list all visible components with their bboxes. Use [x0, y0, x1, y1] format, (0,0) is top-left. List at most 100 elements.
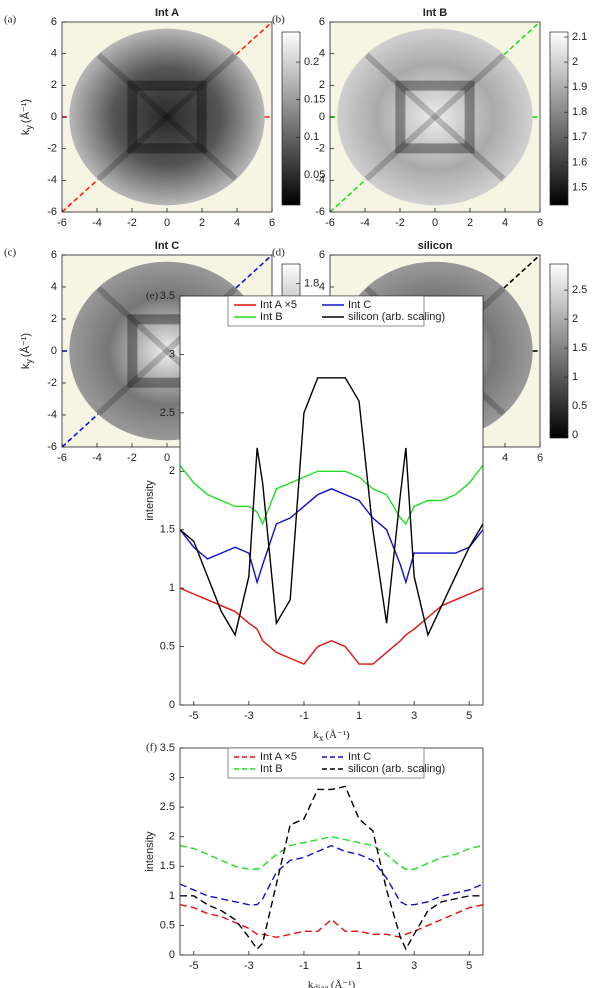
y-tick-label: 4: [319, 48, 325, 60]
cut-line: [503, 21, 541, 56]
y-tick-label: 2: [319, 79, 325, 91]
x-tick-label: -4: [360, 217, 370, 229]
x-axis-label-sub: diag: [313, 983, 329, 988]
y-tick-label: 0: [169, 949, 175, 961]
colorbar-tick-label: 0.05: [304, 169, 325, 181]
y-tick-label: 1.5: [160, 524, 175, 536]
colorbar-tick-label: 1.7: [572, 131, 587, 143]
y-axis-label: ky (Å⁻¹): [19, 333, 34, 369]
y-tick-label: -4: [47, 409, 57, 421]
y-tick-label: 1: [169, 890, 175, 902]
x-tick-label: 4: [234, 217, 240, 229]
colorbar-tick-label: 0.1: [304, 131, 319, 143]
y-tick-label: 6: [51, 249, 57, 261]
cut-line: [503, 254, 541, 289]
plot-area: [180, 748, 483, 955]
data-line: [179, 835, 484, 870]
y-tick-label: 2: [51, 313, 57, 325]
x-tick-label: 0: [164, 217, 170, 229]
colorbar-tick-label: 2: [572, 56, 578, 68]
cut-line: [235, 21, 273, 56]
y-tick-label: 2: [51, 79, 57, 91]
x-tick-label: 4: [502, 452, 508, 464]
colorbar-tick-label: 2.5: [572, 284, 587, 296]
x-tick-label: -6: [325, 217, 335, 229]
y-tick-label: 4: [51, 48, 57, 60]
x-tick-label: 0: [164, 452, 170, 464]
cut-line: [235, 254, 273, 289]
legend-box: [227, 295, 425, 327]
colorbar-tick-label: 2.1: [572, 31, 587, 43]
intensity-feature: [364, 52, 506, 182]
cut-line: [329, 178, 367, 213]
legend-label: Int B: [260, 763, 283, 775]
y-axis-label: ky (Å⁻¹): [19, 99, 34, 135]
chart-title: Int C: [155, 240, 179, 252]
legend-label: Int C: [348, 751, 371, 763]
y-axis-label-main: k: [20, 129, 32, 135]
intensity-map: [337, 28, 533, 206]
y-tick-label: 6: [51, 16, 57, 28]
x-tick-label: -3: [244, 710, 254, 722]
intensity-map: [69, 28, 265, 206]
y-axis-label-unit: (Å⁻¹): [19, 333, 32, 357]
y-tick-label: 1: [169, 582, 175, 594]
x-tick-label: -2: [127, 452, 137, 464]
data-line: [179, 844, 484, 906]
legend-box: [227, 747, 425, 779]
x-axis-label: kdiag(Å⁻¹): [308, 979, 356, 988]
intensity-feature: [364, 52, 506, 182]
legend-label: Int A ×5: [260, 299, 297, 311]
x-tick-label: 5: [466, 710, 472, 722]
data-line: [179, 904, 484, 938]
chart-title: Int A: [155, 7, 179, 19]
y-tick-label: 0.5: [160, 919, 175, 931]
x-tick-label: 3: [411, 710, 417, 722]
colorbar-tick-label: 1: [572, 371, 578, 383]
y-tick-label: 1.5: [160, 860, 175, 872]
colorbar-tick-label: 0.2: [304, 56, 319, 68]
cut-line: [61, 178, 99, 213]
y-axis-label: intensity: [144, 480, 156, 521]
y-tick-label: -6: [315, 206, 325, 218]
y-tick-label: 2: [169, 831, 175, 843]
legend-label: Int A ×5: [260, 751, 297, 763]
y-tick-label: 0: [169, 699, 175, 711]
y-tick-label: 2: [169, 465, 175, 477]
x-tick-label: 6: [537, 217, 543, 229]
data-line: [179, 587, 484, 665]
panel-label: (b): [272, 14, 285, 26]
colorbar: [281, 31, 301, 206]
colorbar-tick-label: 1.8: [572, 106, 587, 118]
colorbar-tick-label: 1.6: [572, 156, 587, 168]
panel-label: (f): [146, 742, 157, 754]
y-tick-label: -6: [47, 206, 57, 218]
panel-label: (c): [4, 247, 17, 259]
colorbar: [549, 31, 569, 206]
chart-title: Int B: [423, 7, 447, 19]
colorbar-tick-label: 1.8: [304, 278, 319, 290]
cut-line: [61, 413, 99, 448]
y-tick-label: -4: [315, 174, 325, 186]
y-axis-label-main: k: [20, 363, 32, 369]
intensity-feature: [96, 52, 238, 182]
y-tick-label: 3.5: [160, 742, 175, 754]
colorbar-tick-label: 0: [572, 429, 578, 441]
colorbar-tick-label: 1.5: [572, 342, 587, 354]
x-tick-label: 1: [356, 960, 362, 972]
x-tick-label: 1: [356, 710, 362, 722]
x-axis-label-sub: x: [319, 733, 324, 743]
y-tick-label: 0: [51, 111, 57, 123]
x-tick-label: -4: [92, 217, 102, 229]
intensity-feature: [96, 52, 238, 182]
x-tick-label: -3: [244, 960, 254, 972]
x-tick-label: -1: [299, 960, 309, 972]
y-tick-label: -4: [47, 174, 57, 186]
x-tick-label: -2: [395, 217, 405, 229]
data-line: [180, 785, 483, 951]
x-tick-label: -4: [92, 452, 102, 464]
x-tick-label: 6: [269, 217, 275, 229]
x-tick-label: 4: [502, 217, 508, 229]
y-axis-label-sub: y: [24, 125, 34, 130]
legend-label: Int B: [260, 311, 283, 323]
